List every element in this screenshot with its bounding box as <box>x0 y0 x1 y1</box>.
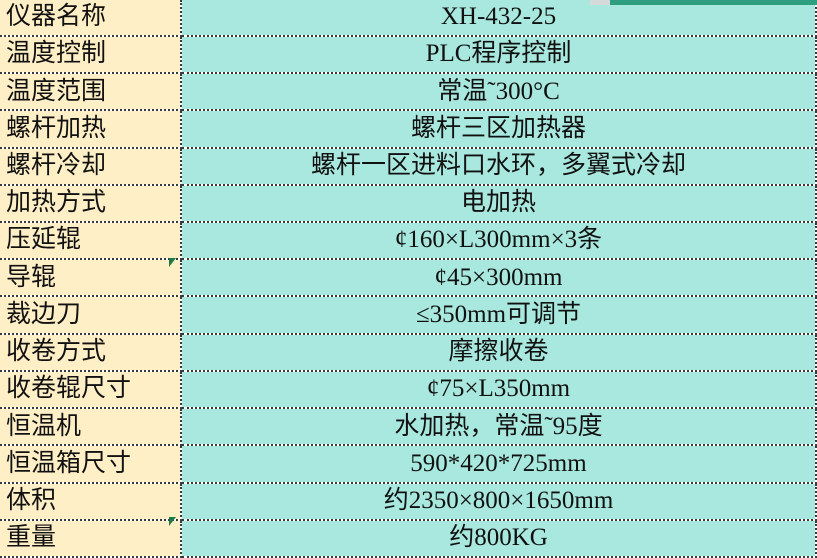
spec-value-cell: 约800KG <box>181 519 817 558</box>
table-row: 螺杆冷却 螺杆一区进料口水环，多翼式冷却 <box>0 147 817 186</box>
spec-label-cell: 温度范围 <box>0 73 182 112</box>
spec-label-cell: 重量 <box>0 519 182 558</box>
row-marker-triangle-icon <box>169 258 176 267</box>
spec-label-cell: 裁边刀 <box>0 296 182 335</box>
table-row: 收卷辊尺寸 ¢75×L350mm <box>0 370 817 410</box>
spec-label-cell: 温度控制 <box>0 35 182 75</box>
table-row: 体积 约2350×800×1650mm <box>0 482 817 521</box>
table-row: 仪器名称 XH-432-25 <box>0 0 817 37</box>
table-row: 导辊 ¢45×300mm <box>0 259 817 298</box>
spec-label-cell: 加热方式 <box>0 184 182 223</box>
spec-label-cell: 螺杆加热 <box>0 110 182 149</box>
spec-value-cell: PLC程序控制 <box>181 35 817 75</box>
top-strip-green-accent <box>610 0 817 5</box>
table-row: 恒温机 水加热，常温˜95度 <box>0 408 817 447</box>
spec-label-cell: 螺杆冷却 <box>0 147 182 186</box>
table-row: 裁边刀 ≤350mm可调节 <box>0 296 817 335</box>
spec-label-cell: 导辊 <box>0 259 182 298</box>
spec-value-cell: 水加热，常温˜95度 <box>181 408 817 447</box>
spec-label-cell: 收卷辊尺寸 <box>0 370 182 410</box>
top-strip-gray-accent <box>590 0 610 5</box>
spec-value-cell: 590*420*725mm <box>181 445 817 484</box>
spec-value-cell: 摩擦收卷 <box>181 333 817 372</box>
spec-value-cell: ¢45×300mm <box>181 259 817 298</box>
spec-value-cell: 螺杆三区加热器 <box>181 110 817 149</box>
spec-value-cell: XH-432-25 <box>181 0 817 37</box>
table-row: 温度控制 PLC程序控制 <box>0 35 817 75</box>
table-row: 加热方式 电加热 <box>0 184 817 223</box>
row-marker-triangle-icon <box>169 517 176 526</box>
spec-label-cell: 收卷方式 <box>0 333 182 372</box>
spec-label-cell: 恒温机 <box>0 408 182 447</box>
spec-label-cell: 体积 <box>0 482 182 521</box>
table-row: 螺杆加热 螺杆三区加热器 <box>0 110 817 149</box>
table-row: 温度范围 常温˜300°C <box>0 73 817 112</box>
spec-value-cell: 电加热 <box>181 184 817 223</box>
table-row: 恒温箱尺寸 590*420*725mm <box>0 445 817 484</box>
spec-value-cell: ≤350mm可调节 <box>181 296 817 335</box>
spec-value-cell: 螺杆一区进料口水环，多翼式冷却 <box>181 147 817 186</box>
table-row: 收卷方式 摩擦收卷 <box>0 333 817 372</box>
table-row: 压延辊 ¢160×L300mm×3条 <box>0 221 817 261</box>
spec-value-cell: 常温˜300°C <box>181 73 817 112</box>
spec-value-cell: ¢75×L350mm <box>181 370 817 410</box>
spec-value-cell: ¢160×L300mm×3条 <box>181 221 817 261</box>
spec-label-cell: 恒温箱尺寸 <box>0 445 182 484</box>
table-row: 重量 约800KG <box>0 519 817 558</box>
spec-label-cell: 压延辊 <box>0 221 182 261</box>
spec-value-cell: 约2350×800×1650mm <box>181 482 817 521</box>
spec-label-cell: 仪器名称 <box>0 0 182 37</box>
